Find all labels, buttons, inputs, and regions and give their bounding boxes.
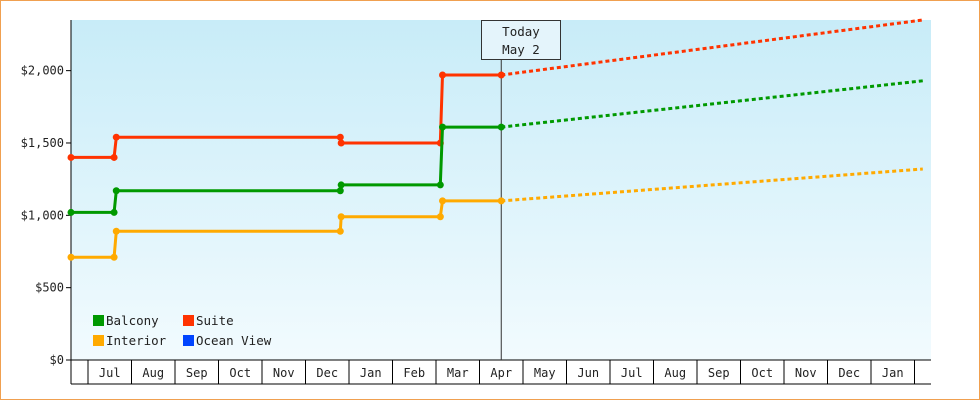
y-tick-label: $500 — [35, 281, 64, 295]
data-point-interior — [336, 227, 344, 235]
data-point-interior — [497, 197, 505, 205]
x-tick-label: Sep — [186, 366, 208, 380]
x-tick-label: Apr — [490, 366, 512, 380]
y-tick-label: $0 — [50, 353, 64, 367]
x-tick-label: Dec — [838, 366, 860, 380]
x-tick-label: May — [534, 366, 556, 380]
data-point-balcony — [112, 187, 120, 195]
y-axis: $0 $500 $1,000 $1,500 $2,000 — [21, 20, 72, 367]
data-point-interior — [110, 253, 118, 261]
data-point-balcony — [110, 208, 118, 216]
today-label-line1: Today — [502, 24, 540, 39]
x-tick-label: Feb — [403, 366, 425, 380]
x-tick-label: Dec — [316, 366, 338, 380]
data-point-interior — [337, 213, 345, 221]
data-point-suite — [110, 153, 118, 161]
y-tick-label: $2,000 — [21, 64, 64, 78]
y-tick-label: $1,500 — [21, 136, 64, 150]
data-point-balcony — [436, 181, 444, 189]
data-point-balcony — [337, 181, 345, 189]
legend-swatch-suite — [183, 315, 194, 326]
legend-swatch-ocean-view — [183, 335, 194, 346]
x-tick-label: Jun — [577, 366, 599, 380]
x-axis: Jul Aug Sep Oct Nov Dec Jan Feb Mar Apr May Jun Jul A… — [70, 359, 931, 385]
data-point-suite — [336, 133, 344, 141]
legend: Balcony Suite Interior Ocean View — [93, 313, 272, 348]
data-point-balcony — [67, 208, 75, 216]
data-point-balcony — [439, 123, 447, 131]
forecast-line-suite — [501, 18, 923, 77]
legend-label-suite: Suite — [196, 313, 234, 328]
x-tick-label: Aug — [664, 366, 686, 380]
forecast-line-interior — [501, 167, 923, 203]
data-point-balcony — [336, 187, 344, 195]
x-tick-label: Jul — [99, 366, 121, 380]
legend-swatch-interior — [93, 335, 104, 346]
data-point-interior — [67, 253, 75, 261]
data-point-suite — [439, 71, 447, 79]
x-tick-label: Oct — [751, 366, 773, 380]
forecast-line-balcony — [501, 79, 923, 129]
legend-label-interior: Interior — [106, 333, 167, 348]
x-tick-label: Aug — [142, 366, 164, 380]
series-layer — [67, 18, 923, 261]
x-tick-label: Jan — [360, 366, 382, 380]
x-tick-label: Oct — [229, 366, 251, 380]
x-tick-label: Jul — [621, 366, 643, 380]
data-point-interior — [112, 227, 120, 235]
today-label-line2: May 2 — [502, 42, 540, 57]
legend-label-ocean-view: Ocean View — [196, 333, 272, 348]
x-tick-label: Nov — [273, 366, 295, 380]
x-tick-label: Sep — [708, 366, 730, 380]
data-point-suite — [337, 139, 345, 147]
x-tick-label: Nov — [795, 366, 817, 380]
today-label: Today May 2 — [481, 20, 561, 60]
data-point-interior — [436, 213, 444, 221]
x-tick-label: Mar — [447, 366, 469, 380]
x-tick-label: Jan — [882, 366, 904, 380]
data-point-suite — [67, 153, 75, 161]
legend-label-balcony: Balcony — [106, 313, 159, 328]
data-point-interior — [439, 197, 447, 205]
data-point-suite — [112, 133, 120, 141]
data-point-suite — [497, 71, 505, 79]
data-point-balcony — [497, 123, 505, 131]
y-tick-label: $1,000 — [21, 208, 64, 222]
legend-swatch-balcony — [93, 315, 104, 326]
